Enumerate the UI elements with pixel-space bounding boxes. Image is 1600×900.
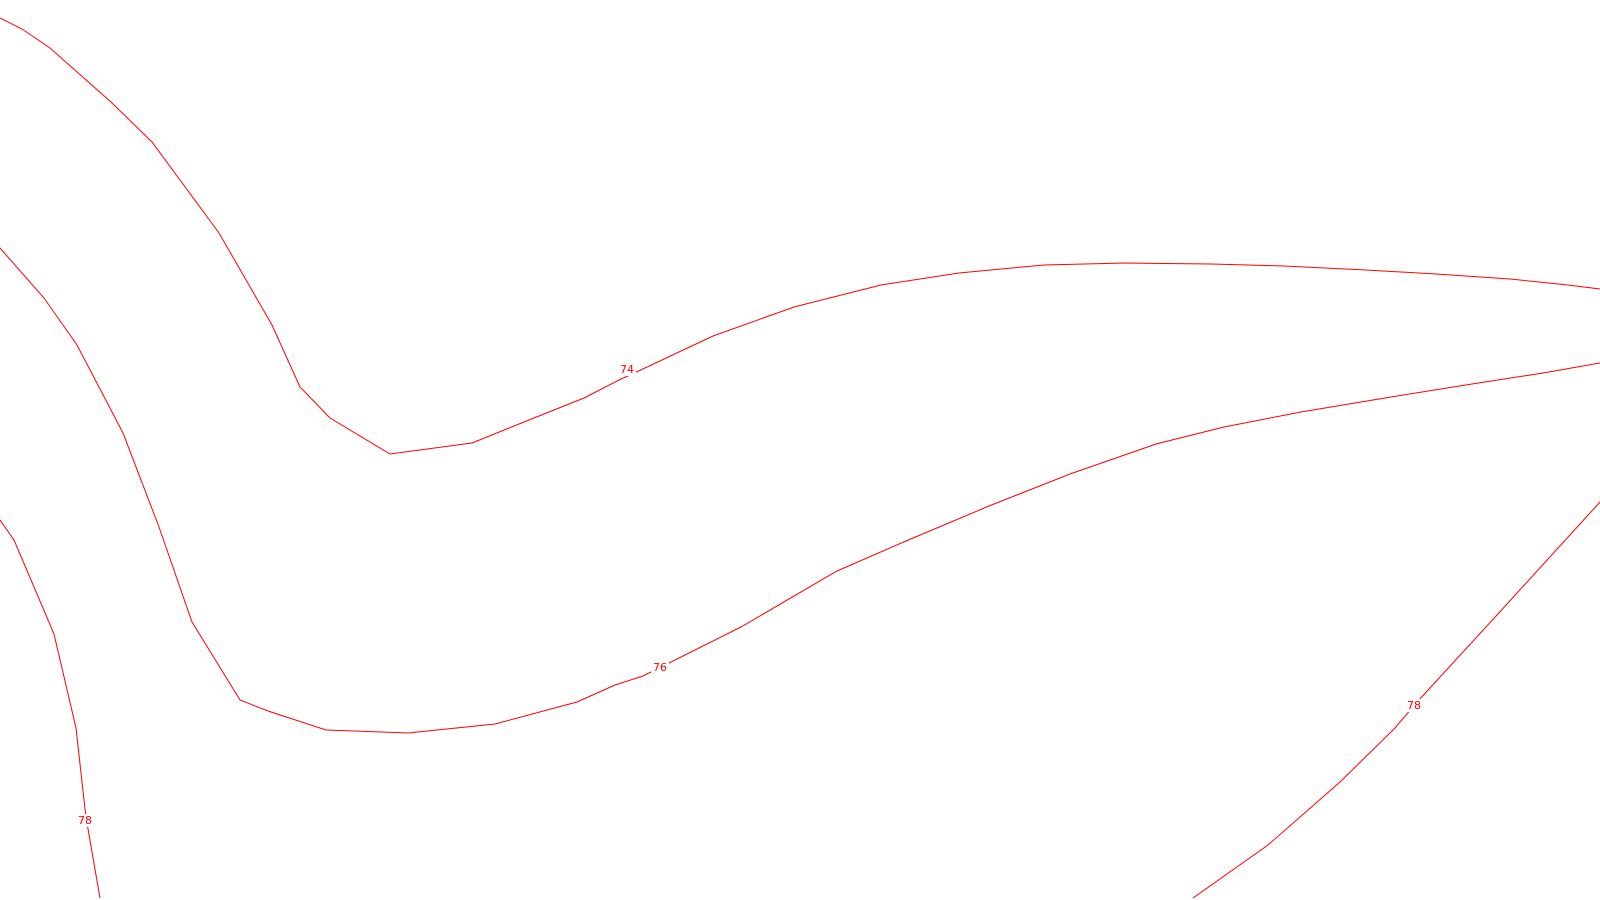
contour-74: 74 (0, 17, 1600, 455)
contour-76: 76 (0, 247, 1600, 734)
contour-76-line (0, 247, 1600, 734)
contour-78-right-label: 78 (1407, 699, 1421, 712)
contour-78-left-line (0, 519, 101, 899)
contour-76-label-bg (651, 661, 669, 674)
contour-78-left: 78 (0, 519, 101, 899)
contour-78-left-label: 78 (78, 814, 92, 827)
contour-74-label: 74 (620, 363, 634, 376)
contour-78-right-label-bg (1405, 699, 1423, 712)
contour-78-right: 78 (1192, 501, 1600, 899)
contour-74-label-bg (619, 363, 636, 376)
contour-76-label: 76 (653, 661, 667, 674)
contour-78-left-label-bg (77, 814, 94, 827)
contour-78-right-line (1192, 501, 1600, 899)
contour-74-line (0, 17, 1600, 455)
